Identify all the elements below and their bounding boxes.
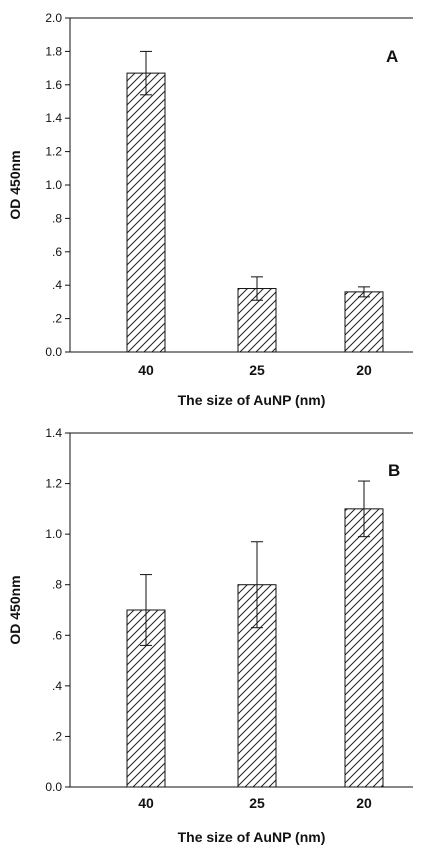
- x-tick-label: 40: [138, 362, 154, 378]
- y-tick-label: 1.8: [45, 44, 62, 58]
- y-tick-label: 1.2: [45, 477, 62, 491]
- y-tick-label: .6: [52, 245, 62, 259]
- y-tick-label: 0.0: [45, 780, 62, 794]
- x-tick-label: 40: [138, 795, 154, 811]
- y-tick-label: 1.6: [45, 78, 62, 92]
- panel-label: A: [386, 47, 398, 66]
- y-tick-label: .2: [52, 729, 62, 743]
- y-tick-label: .4: [52, 278, 62, 292]
- x-tick-label: 25: [249, 362, 265, 378]
- y-tick-label: 0.0: [45, 345, 62, 359]
- x-axis-title: The size of AuNP (nm): [178, 392, 326, 408]
- chart-panel-b: 0.0 .2 .4 .6 .8 1.0 1.2 1.4 40 25 20 The size of Au…: [7, 426, 413, 845]
- x-tick-label: 25: [249, 795, 265, 811]
- y-axis-title: OD 450nm: [7, 575, 23, 644]
- bar: [126, 72, 166, 353]
- y-axis-title: OD 450nm: [7, 150, 23, 219]
- bar: [344, 508, 384, 788]
- y-tick-label: .2: [52, 312, 62, 326]
- y-tick-label: .8: [52, 211, 62, 225]
- y-tick-label: .8: [52, 578, 62, 592]
- x-tick-label: 20: [356, 795, 372, 811]
- y-tick-label: 1.4: [45, 426, 62, 440]
- y-tick-label: 1.2: [45, 145, 62, 159]
- y-tick-label: 2.0: [45, 11, 62, 25]
- y-tick-label: 1.0: [45, 527, 62, 541]
- y-tick-label: .4: [52, 679, 62, 693]
- y-tick-label: .6: [52, 628, 62, 642]
- panel-label: B: [388, 461, 400, 480]
- x-axis-title: The size of AuNP (nm): [178, 829, 326, 845]
- y-tick-label: 1.4: [45, 111, 62, 125]
- chart-panel-a: 0.0 .2 .4 .6 .8 1.0 1.2 1.4 1.6 1.8 2.0 40 25 20 The s…: [7, 11, 413, 408]
- bar: [344, 291, 384, 353]
- y-tick-label: 1.0: [45, 178, 62, 192]
- x-tick-label: 20: [356, 362, 372, 378]
